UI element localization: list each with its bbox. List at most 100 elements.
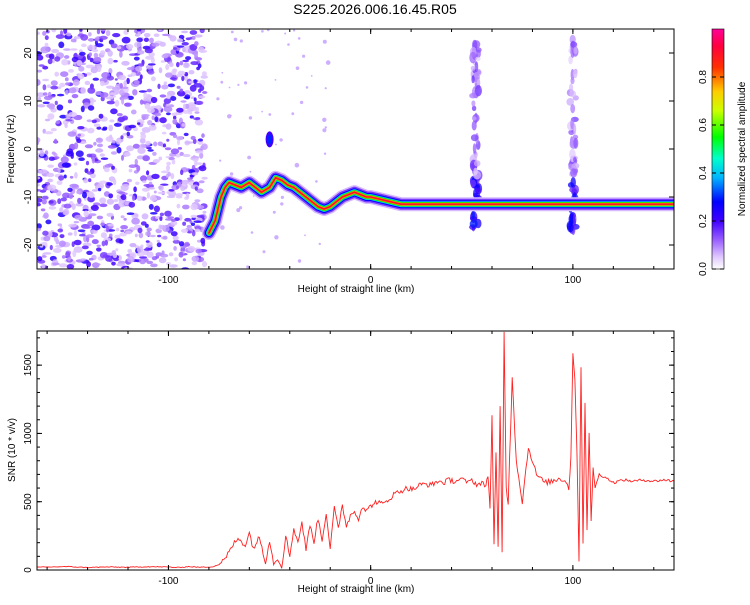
noise-blob <box>139 137 146 144</box>
noise-blob <box>134 41 142 48</box>
noise-blob <box>59 71 69 77</box>
noise-blob <box>239 206 243 210</box>
noise-blob <box>145 140 151 146</box>
noise-blob <box>128 164 137 168</box>
noise-blob <box>194 160 198 166</box>
noise-blob <box>172 134 178 138</box>
noise-blob <box>228 86 231 89</box>
noise-blob <box>117 191 126 194</box>
noise-blob <box>297 37 301 40</box>
noise-blob <box>193 83 203 88</box>
noise-blob <box>190 61 199 66</box>
noise-blob <box>118 74 127 81</box>
noise-blob <box>150 263 158 268</box>
noise-blob <box>66 264 75 269</box>
noise-blob <box>73 142 79 150</box>
noise-blob <box>150 57 155 64</box>
noise-blob <box>91 119 97 124</box>
noise-blob <box>37 256 43 262</box>
noise-blob <box>68 223 77 228</box>
noise-blob <box>75 150 84 157</box>
noise-blob <box>200 237 206 244</box>
disturbance-blob <box>570 168 578 178</box>
spectrogram-x-axis-label: Height of straight line (km) <box>298 284 415 295</box>
noise-blob <box>142 155 150 162</box>
noise-blob <box>96 65 102 73</box>
noise-blob <box>57 198 62 205</box>
colorbar-tick-label: 0.8 <box>698 70 709 84</box>
noise-blob <box>93 141 97 146</box>
noise-blob <box>193 51 198 58</box>
noise-blob <box>122 183 130 187</box>
noise-blob <box>149 196 158 201</box>
noise-blob <box>136 165 141 172</box>
noise-blob <box>106 212 114 217</box>
noise-blob <box>195 106 200 112</box>
noise-blob <box>221 71 224 74</box>
snr-y-ticks: 0 500 1000 1500 <box>23 337 674 573</box>
noise-blob <box>137 147 146 154</box>
noise-blob <box>95 43 104 48</box>
noise-blob <box>44 131 54 135</box>
noise-blob <box>77 229 86 233</box>
noise-blob <box>191 255 200 262</box>
noise-blob <box>153 141 158 147</box>
snr-panel: -100 0 100 0 500 1000 1500 Height of straight… <box>7 330 675 595</box>
noise-blob <box>53 235 59 242</box>
noise-blob <box>134 80 140 85</box>
noise-blob <box>73 114 83 121</box>
x-tick-label: 0 <box>368 576 374 587</box>
noise-blob <box>63 203 72 209</box>
noise-blob <box>120 225 128 230</box>
noise-blob <box>134 158 138 166</box>
noise-blob <box>68 69 74 73</box>
noise-blob <box>168 252 174 257</box>
noise-blob <box>106 75 115 81</box>
noise-blob <box>48 206 57 210</box>
noise-blob <box>139 256 148 259</box>
noise-blob <box>86 153 93 158</box>
disturbance-blob <box>570 104 576 114</box>
noise-blob <box>44 150 49 156</box>
colorbar-tick-label: 0.6 <box>698 118 709 132</box>
noise-blob <box>39 169 48 174</box>
noise-blob <box>166 161 172 166</box>
noise-blob <box>89 57 94 63</box>
disturbance-blob <box>469 51 477 64</box>
disturbance-blob <box>473 167 478 176</box>
noise-blob <box>195 100 204 105</box>
noise-blob <box>40 50 49 54</box>
noise-blob <box>54 138 58 144</box>
noise-blob <box>141 187 150 192</box>
noise-blob <box>50 85 58 90</box>
noise-blob <box>181 75 185 82</box>
noise-blob <box>86 44 96 51</box>
noise-blob <box>126 77 130 85</box>
noise-blob <box>46 84 51 88</box>
noise-blob <box>180 100 187 103</box>
noise-blob <box>157 234 162 238</box>
noise-blob <box>160 170 169 174</box>
noise-blob <box>161 250 165 255</box>
noise-blob <box>170 220 178 226</box>
noise-blob <box>165 123 172 130</box>
noise-blob <box>71 203 76 210</box>
noise-blob <box>160 253 169 258</box>
y-tick-label: -10 <box>23 189 34 204</box>
noise-blob <box>79 51 86 56</box>
noise-blob <box>115 238 123 243</box>
noise-blob <box>114 78 118 81</box>
noise-blob <box>116 138 122 145</box>
noise-blob <box>261 110 263 113</box>
noise-blob <box>154 112 162 117</box>
disturbance-blob <box>570 77 575 85</box>
noise-blob <box>62 210 68 215</box>
noise-blob <box>184 196 189 200</box>
noise-blob <box>147 107 155 114</box>
noise-blob <box>67 131 77 137</box>
noise-blob <box>201 71 207 77</box>
noise-blob <box>176 38 183 43</box>
disturbance-blob <box>573 213 577 225</box>
noise-blob <box>61 255 66 259</box>
noise-blob <box>182 183 187 187</box>
